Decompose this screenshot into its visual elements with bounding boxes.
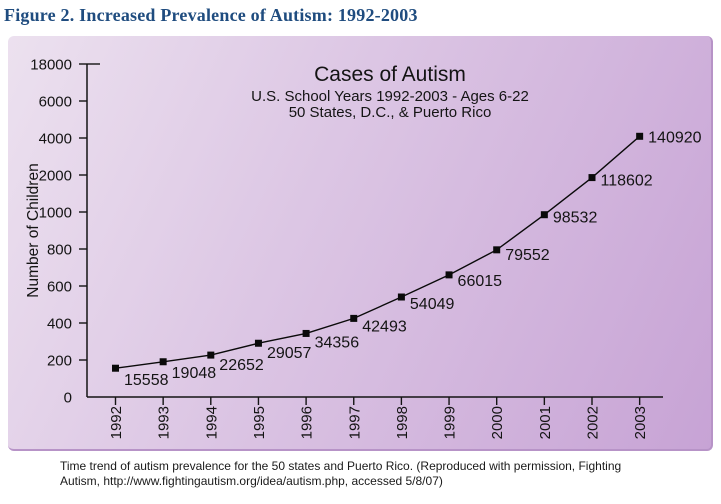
x-tick-label: 1996 [299,406,316,439]
data-point-marker [254,339,262,347]
y-tick-label: 18000 [30,57,72,74]
data-point-marker [112,364,119,372]
x-tick-label: 1995 [251,406,268,439]
data-point-label: 140920 [648,129,701,146]
x-tick-label: 1998 [394,406,411,439]
data-point-marker [159,358,167,366]
y-tick-label: 600 [47,279,72,296]
data-point-label: 79552 [505,247,550,264]
x-tick-label: 1997 [346,406,363,439]
x-tick-label: 2000 [489,406,506,439]
y-tick-label: 400 [47,316,72,333]
x-tick-label: 1993 [156,406,173,439]
data-point-marker [302,329,310,337]
chart-subtitle-2: 50 States, D.C., & Puerto Rico [289,104,492,121]
data-point-marker [540,211,548,219]
data-point-marker [493,246,501,254]
data-point-label: 54049 [410,296,455,313]
data-point-label: 42493 [362,318,407,335]
chart-subtitle-1: U.S. School Years 1992-2003 - Ages 6-22 [251,88,529,105]
data-point-label: 29057 [267,345,312,362]
data-point-label: 34356 [315,334,360,351]
data-point-marker [397,293,405,301]
y-tick-label: 200 [47,353,72,370]
caption-line-2: Autism, http://www.fightingautism.org/id… [60,474,443,488]
y-tick-label: 800 [47,242,72,259]
y-axis-title: Number of Children [25,163,42,297]
y-tick-label: 2000 [39,168,72,185]
data-point-label: 22652 [219,357,264,374]
series-line [115,135,641,369]
y-tick-label: 1000 [39,205,72,222]
data-point-label: 66015 [458,273,503,290]
x-tick-label: 1999 [442,406,459,439]
data-point-marker [207,351,215,359]
y-tick-label: 4000 [39,131,72,148]
x-tick-label: 2003 [632,406,649,439]
y-tick-label: 0 [64,390,72,407]
figure-caption: Time trend of autism prevalence for the … [60,459,662,489]
data-point-marker [588,174,596,182]
chart-panel: Cases of Autism U.S. School Years 1992-20… [8,36,713,451]
data-point-marker [445,271,453,279]
chart-canvas: Cases of Autism U.S. School Years 1992-20… [25,57,702,440]
data-point-label: 15558 [124,372,169,389]
chart-title: Cases of Autism [314,63,466,86]
x-tick-label: 2002 [585,406,602,439]
x-tick-label: 1992 [108,406,125,439]
caption-line-1: Time trend of autism prevalence for the … [60,459,622,473]
data-point-label: 19048 [172,365,217,382]
figure-title: Figure 2. Increased Prevalence of Autism… [4,5,418,25]
data-point-label: 98532 [553,210,598,227]
x-tick-label: 2001 [537,406,554,439]
y-tick-label: 6000 [39,94,72,111]
x-tick-label: 1994 [203,406,220,439]
data-point-label: 118602 [601,173,653,190]
data-point-marker [350,314,358,322]
data-point-marker [636,132,644,140]
